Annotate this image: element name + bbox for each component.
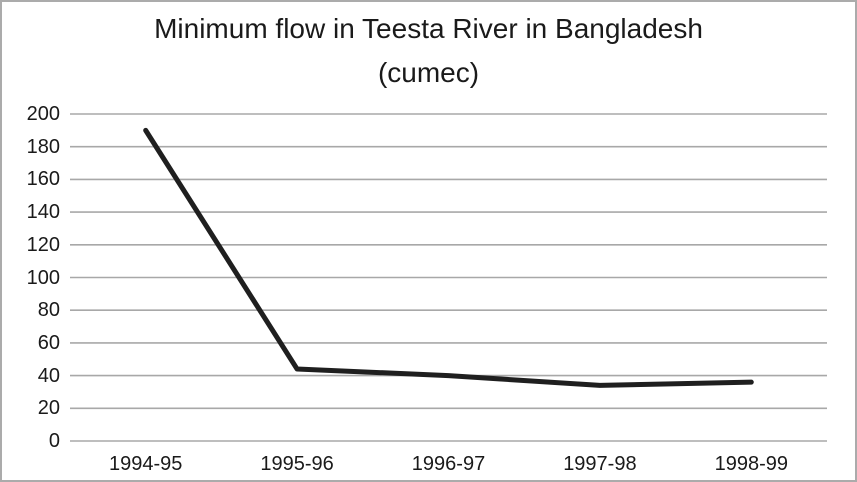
y-tick-label: 200	[26, 103, 60, 125]
y-tick-label: 120	[26, 233, 60, 256]
y-tick-label: 160	[26, 168, 60, 191]
y-tick-label: 20	[37, 397, 60, 420]
x-tick-label: 1996-97	[411, 453, 486, 475]
chart-title: Minimum flow in Teesta River in Banglade…	[154, 13, 703, 44]
x-tick-label: 1994-95	[108, 453, 183, 475]
chart-title-block: Minimum flow in Teesta River in Banglade…	[2, 7, 855, 95]
chart-subtitle: (cumec)	[377, 57, 480, 88]
y-tick-label: 0	[48, 430, 60, 452]
y-tick-label: 180	[26, 135, 60, 158]
x-tick-label: 1995-96	[260, 453, 334, 475]
y-tick-label: 140	[26, 201, 60, 224]
y-tick-label: 80	[37, 299, 60, 322]
y-tick-label: 100	[26, 266, 60, 289]
data-line-minimum-flow	[143, 127, 754, 388]
x-tick-label: 1998-99	[714, 453, 788, 475]
x-tick-label: 1997-98	[563, 453, 637, 475]
y-tick-label: 60	[37, 331, 60, 354]
y-tick-label: 40	[37, 364, 60, 387]
